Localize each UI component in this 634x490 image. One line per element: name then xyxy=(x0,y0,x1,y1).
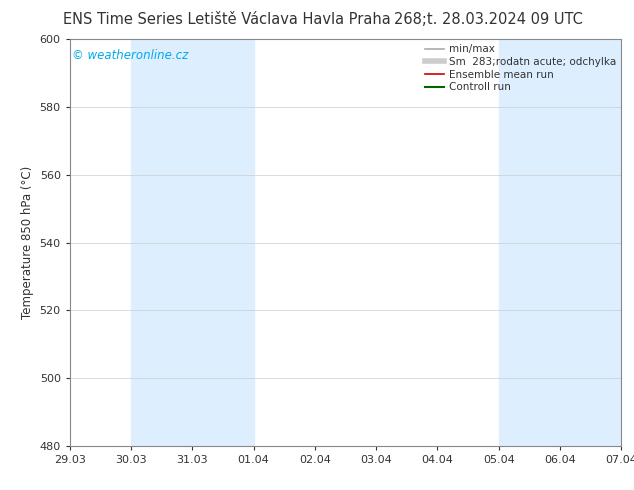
Text: © weatheronline.cz: © weatheronline.cz xyxy=(72,49,189,62)
Text: 268;t. 28.03.2024 09 UTC: 268;t. 28.03.2024 09 UTC xyxy=(394,12,583,27)
Bar xyxy=(499,39,621,446)
Text: ENS Time Series Letiště Václava Havla Praha: ENS Time Series Letiště Václava Havla Pr… xyxy=(63,12,391,27)
Legend: min/max, Sm  283;rodatn acute; odchylka, Ensemble mean run, Controll run: min/max, Sm 283;rodatn acute; odchylka, … xyxy=(423,42,618,94)
Bar xyxy=(131,39,254,446)
Y-axis label: Temperature 850 hPa (°C): Temperature 850 hPa (°C) xyxy=(21,166,34,319)
